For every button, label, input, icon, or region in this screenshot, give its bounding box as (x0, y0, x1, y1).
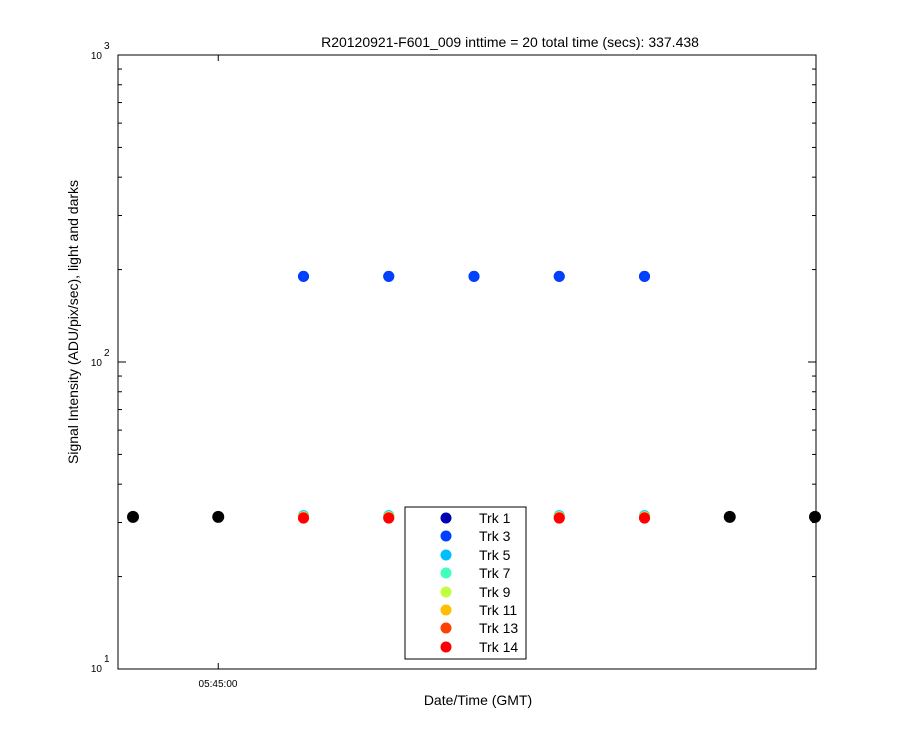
data-point (639, 512, 650, 524)
x-axis-label: Date/Time (GMT) (424, 692, 532, 708)
legend-marker (440, 549, 452, 561)
legend-label: Trk 5 (479, 547, 511, 563)
legend: Trk 1 Trk 3 Trk 5 Trk 7 Trk 9 Trk 11 Trk… (404, 506, 527, 660)
legend-marker (440, 641, 452, 653)
legend-label: Trk 14 (479, 639, 518, 655)
legend-marker (440, 622, 452, 634)
x-tick-label: 05:45:00 (199, 679, 238, 690)
y-tick-label-100: 10 2 (91, 348, 110, 369)
legend-marker (440, 586, 452, 598)
y-tick-exp: 2 (104, 348, 110, 359)
legend-marker (440, 604, 452, 616)
data-point (639, 270, 650, 282)
chart-title: R20120921-F601_009 inttime = 20 total ti… (321, 34, 699, 50)
legend-label: Trk 3 (479, 528, 511, 544)
legend-label: Trk 11 (479, 602, 517, 618)
y-axis-label: Signal Intensity (ADU/pix/sec), light an… (65, 180, 81, 464)
legend-label: Trk 7 (479, 565, 511, 581)
legend-label: Trk 9 (479, 584, 511, 600)
data-points (127, 270, 821, 524)
legend-marker (440, 530, 452, 542)
dark-data-point (212, 510, 225, 523)
legend-marker (440, 567, 452, 579)
axis-ticks (118, 55, 816, 670)
data-point (298, 270, 309, 282)
data-point (468, 270, 480, 282)
legend-markers (440, 512, 452, 653)
y-tick-label-10: 10 1 (91, 654, 110, 675)
y-tick-exp: 1 (104, 654, 110, 665)
dark-data-point (723, 510, 736, 523)
legend-label: Trk 1 (479, 510, 511, 526)
dark-data-point (809, 510, 821, 523)
legend-marker (440, 512, 452, 524)
data-point (383, 270, 395, 282)
y-tick-base: 10 (91, 358, 103, 369)
data-point (553, 270, 565, 282)
legend-box (404, 506, 527, 660)
y-tick-base: 10 (91, 664, 103, 675)
dark-data-point (127, 510, 139, 523)
y-tick-base: 10 (91, 51, 103, 62)
data-point (383, 512, 395, 524)
data-point (298, 512, 309, 524)
y-tick-exp: 3 (104, 41, 110, 52)
legend-label: Trk 13 (479, 620, 518, 636)
y-tick-label-1000: 10 3 (91, 41, 110, 62)
data-point (553, 512, 565, 524)
